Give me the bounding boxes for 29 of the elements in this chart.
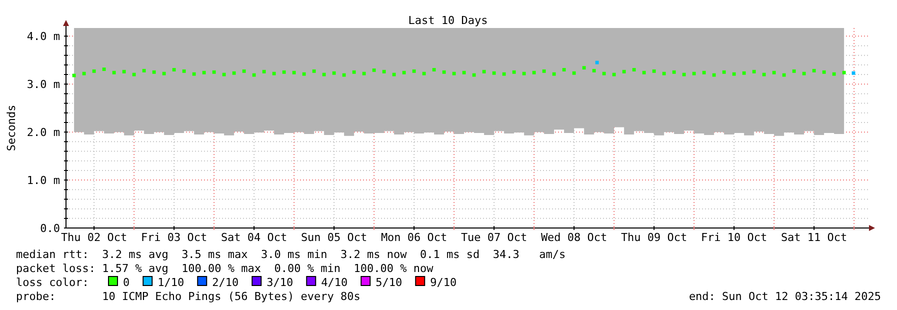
x-tick-label: Sat 04 Oct: [220, 231, 288, 244]
y-tick-label: 3.0 m: [26, 78, 60, 92]
x-tick-label: Wed 08 Oct: [540, 231, 608, 244]
legend-label: 3/10: [266, 276, 294, 289]
legend-label: 0: [123, 276, 130, 289]
legend-label: 1/10: [158, 276, 184, 289]
x-tick-label: Thu 09 Oct: [620, 231, 688, 244]
legend-label: 9/10: [430, 276, 457, 289]
text: median rtt: 3.2 ms avg 3.5 ms max 3.0 ms min 3.2 ms now 0.1 ms sd 34.3 am/s: [16, 248, 566, 261]
y-tick-label: 1.0 m: [26, 174, 60, 188]
x-tick-label: Sun 05 Oct: [300, 231, 368, 244]
legend-title: loss color:: [16, 276, 89, 289]
x-tick-label: Fri 03 Oct: [140, 231, 208, 244]
y-tick-label: 0.0: [40, 222, 60, 235]
y-tick-label: 2.0 m: [26, 126, 60, 140]
legend-label: 5/10: [376, 276, 402, 289]
chart-title: Last 10 Days: [408, 14, 488, 27]
legend-label: 4/10: [321, 276, 348, 289]
text: packet loss: 1.57 % avg 100.00 % max 0.00 % min 100.00 % now: [16, 262, 434, 275]
x-tick-label: Sat 11 Oct: [780, 231, 848, 244]
x-tick-label: Thu 02 Oct: [60, 231, 128, 244]
x-tick-label: Mon 06 Oct: [380, 231, 448, 244]
text: probe: 10 ICMP Echo Pings (56 Bytes) every 80s: [16, 290, 360, 303]
x-tick-label: Tue 07 Oct: [460, 231, 528, 244]
y-axis-title: Seconds: [5, 104, 18, 152]
x-tick-label: Fri 10 Oct: [700, 231, 768, 244]
y-tick-label: 4.0 m: [26, 30, 60, 44]
legend-label: 2/10: [212, 276, 239, 289]
text: end: Sun Oct 12 03:35:14 2025: [688, 290, 881, 303]
